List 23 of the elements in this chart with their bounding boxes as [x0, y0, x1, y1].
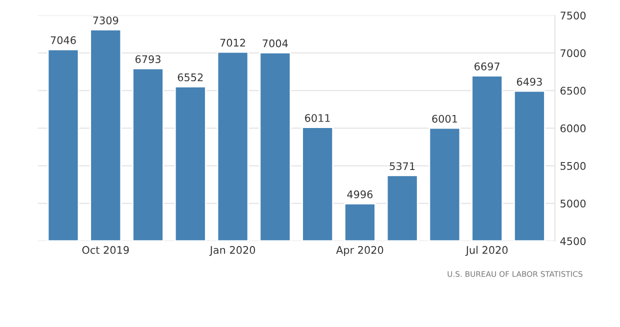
data-label: 7046: [50, 36, 76, 44]
data-label: 6697: [474, 62, 500, 70]
data-label: 4996: [347, 190, 373, 198]
y-tick-label: 5000: [560, 200, 586, 208]
y-tick-label: 6500: [560, 86, 586, 95]
data-label: 6493: [516, 78, 542, 86]
data-label: 6001: [432, 114, 457, 123]
y-tick-label: 7000: [560, 49, 586, 58]
data-label: 5371: [390, 162, 415, 170]
y-tick-label: 4500: [560, 237, 586, 246]
y-tick-label: 5500: [560, 162, 586, 170]
x-tick-label: Jul 2020: [465, 246, 508, 256]
x-tick-label: Jan 2020: [209, 246, 256, 256]
data-label: 6793: [135, 55, 160, 64]
x-tick-label: Oct 2019: [82, 246, 129, 254]
y-tick-label: 6000: [560, 124, 586, 132]
data-label: 7004: [262, 39, 288, 48]
data-label: 7309: [93, 16, 118, 24]
data-label: 7012: [220, 38, 245, 47]
data-label: 6552: [178, 73, 203, 82]
data-label: 6011: [305, 114, 330, 122]
y-tick-label: 7500: [560, 12, 586, 20]
x-tick-label: Apr 2020: [336, 246, 384, 256]
